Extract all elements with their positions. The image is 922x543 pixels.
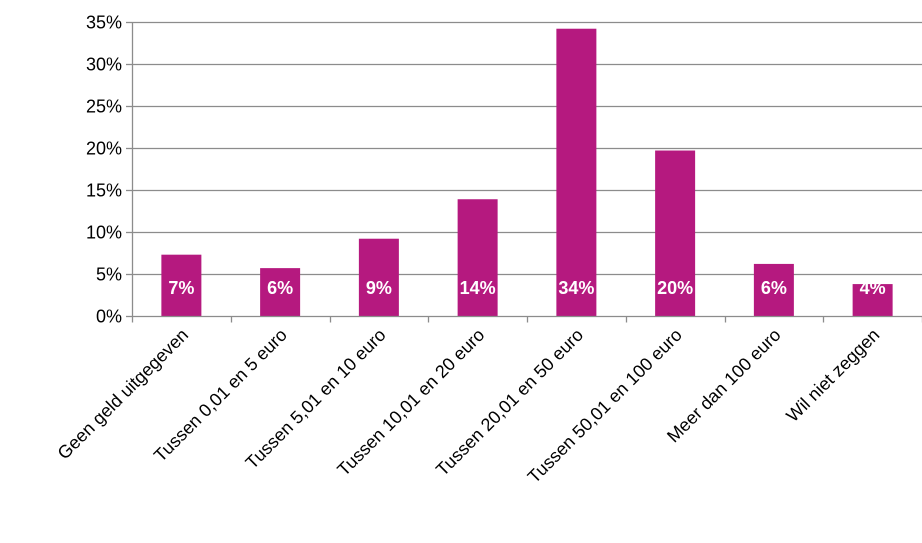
y-tick-label: 25% [86, 97, 122, 117]
y-tick-label: 0% [96, 307, 122, 327]
data-label: 6% [267, 278, 293, 298]
bar [556, 28, 597, 316]
data-label: 7% [168, 278, 194, 298]
y-tick-label: 5% [96, 265, 122, 285]
y-tick-label: 35% [86, 13, 122, 33]
bar [260, 268, 301, 316]
bar [358, 238, 399, 316]
data-label: 14% [460, 278, 496, 298]
gridlines [132, 21, 922, 276]
bar [753, 263, 794, 316]
bars [161, 28, 893, 316]
y-tick-label: 30% [86, 55, 122, 75]
x-axis [131, 315, 922, 323]
data-labels: 7% 6% 9% 14% 34% 20% 6% 4% [168, 278, 885, 298]
data-label: 20% [657, 278, 693, 298]
bar [161, 254, 202, 316]
data-label: 6% [761, 278, 787, 298]
category-label: Wil niet zeggen [782, 325, 883, 426]
bar [457, 199, 498, 316]
data-label: 34% [558, 278, 594, 298]
y-tick-label: 15% [86, 181, 122, 201]
bar [655, 150, 696, 316]
data-label: 9% [366, 278, 392, 298]
y-tick-label: 10% [86, 223, 122, 243]
y-tick-label: 20% [86, 139, 122, 159]
y-axis-ticks: 0% 5% 10% 15% 20% 25% 30% 35% [86, 13, 134, 327]
data-label: 4% [860, 278, 886, 298]
bar [852, 284, 893, 316]
